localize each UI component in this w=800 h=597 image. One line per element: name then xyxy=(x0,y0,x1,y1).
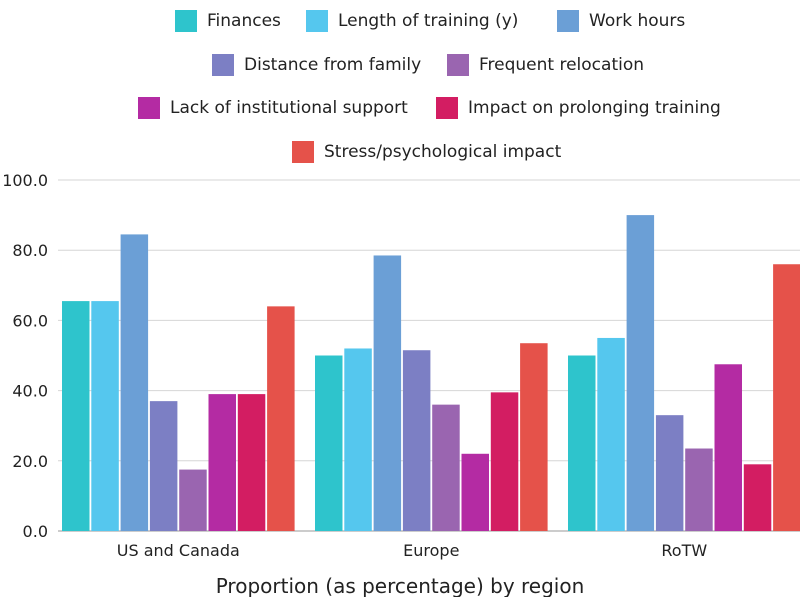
legend-item: Work hours xyxy=(557,10,685,32)
bar xyxy=(344,348,372,531)
legend-item: Impact on prolonging training xyxy=(436,97,721,119)
bar xyxy=(743,464,772,531)
legend-label: Finances xyxy=(207,11,281,31)
y-tick-label: 100.0 xyxy=(2,171,48,190)
legend-item: Stress/psychological impact xyxy=(292,141,561,163)
legend-swatch xyxy=(306,10,328,32)
legend-item: Distance from family xyxy=(212,54,421,76)
x-category-label: RoTW xyxy=(661,541,707,560)
bar xyxy=(120,234,149,531)
x-category-label: US and Canada xyxy=(117,541,240,560)
legend-swatch xyxy=(436,97,458,119)
x-category-label: Europe xyxy=(403,541,459,560)
legend-item: Lack of institutional support xyxy=(138,97,408,119)
bar xyxy=(402,350,431,531)
legend-label: Frequent relocation xyxy=(479,55,645,75)
legend-swatch xyxy=(557,10,579,32)
bar xyxy=(685,448,713,531)
bar xyxy=(432,404,460,531)
y-tick-label: 80.0 xyxy=(12,241,48,260)
legend-swatch xyxy=(447,54,469,76)
bar xyxy=(773,264,800,531)
bar xyxy=(179,469,207,531)
bar xyxy=(237,394,266,531)
legend-swatch xyxy=(175,10,197,32)
legend-item: Frequent relocation xyxy=(447,54,644,76)
legend-swatch xyxy=(212,54,234,76)
y-tick-label: 0.0 xyxy=(23,522,48,541)
bar xyxy=(208,394,236,531)
legend-label: Stress/psychological impact xyxy=(324,142,562,162)
legend-label: Lack of institutional support xyxy=(170,98,408,118)
legend-label: Impact on prolonging training xyxy=(468,98,721,118)
y-tick-label: 40.0 xyxy=(12,382,48,401)
y-tick-label: 60.0 xyxy=(12,311,48,330)
bar xyxy=(568,355,596,531)
legend-label: Work hours xyxy=(589,11,686,31)
bar xyxy=(655,415,684,531)
legend-label: Length of training (y) xyxy=(338,11,519,31)
legend-swatch xyxy=(138,97,160,119)
legend-item: Finances xyxy=(175,10,281,32)
legend: Finances Length of training (y) Work hours… xyxy=(0,0,800,175)
bar xyxy=(520,343,548,531)
legend-item: Length of training (y) xyxy=(306,10,518,32)
bar xyxy=(267,306,295,531)
bar xyxy=(461,453,489,531)
bar xyxy=(149,401,178,531)
bar xyxy=(490,392,519,531)
bar xyxy=(714,364,742,531)
legend-swatch xyxy=(292,141,314,163)
x-axis-title: Proportion (as percentage) by region xyxy=(216,574,585,597)
bar xyxy=(373,255,402,531)
legend-label: Distance from family xyxy=(244,55,422,75)
y-tick-label: 20.0 xyxy=(12,452,48,471)
bar xyxy=(91,301,119,531)
bar xyxy=(62,301,90,531)
bar xyxy=(626,215,655,531)
bar xyxy=(597,337,625,531)
bar xyxy=(315,355,343,531)
